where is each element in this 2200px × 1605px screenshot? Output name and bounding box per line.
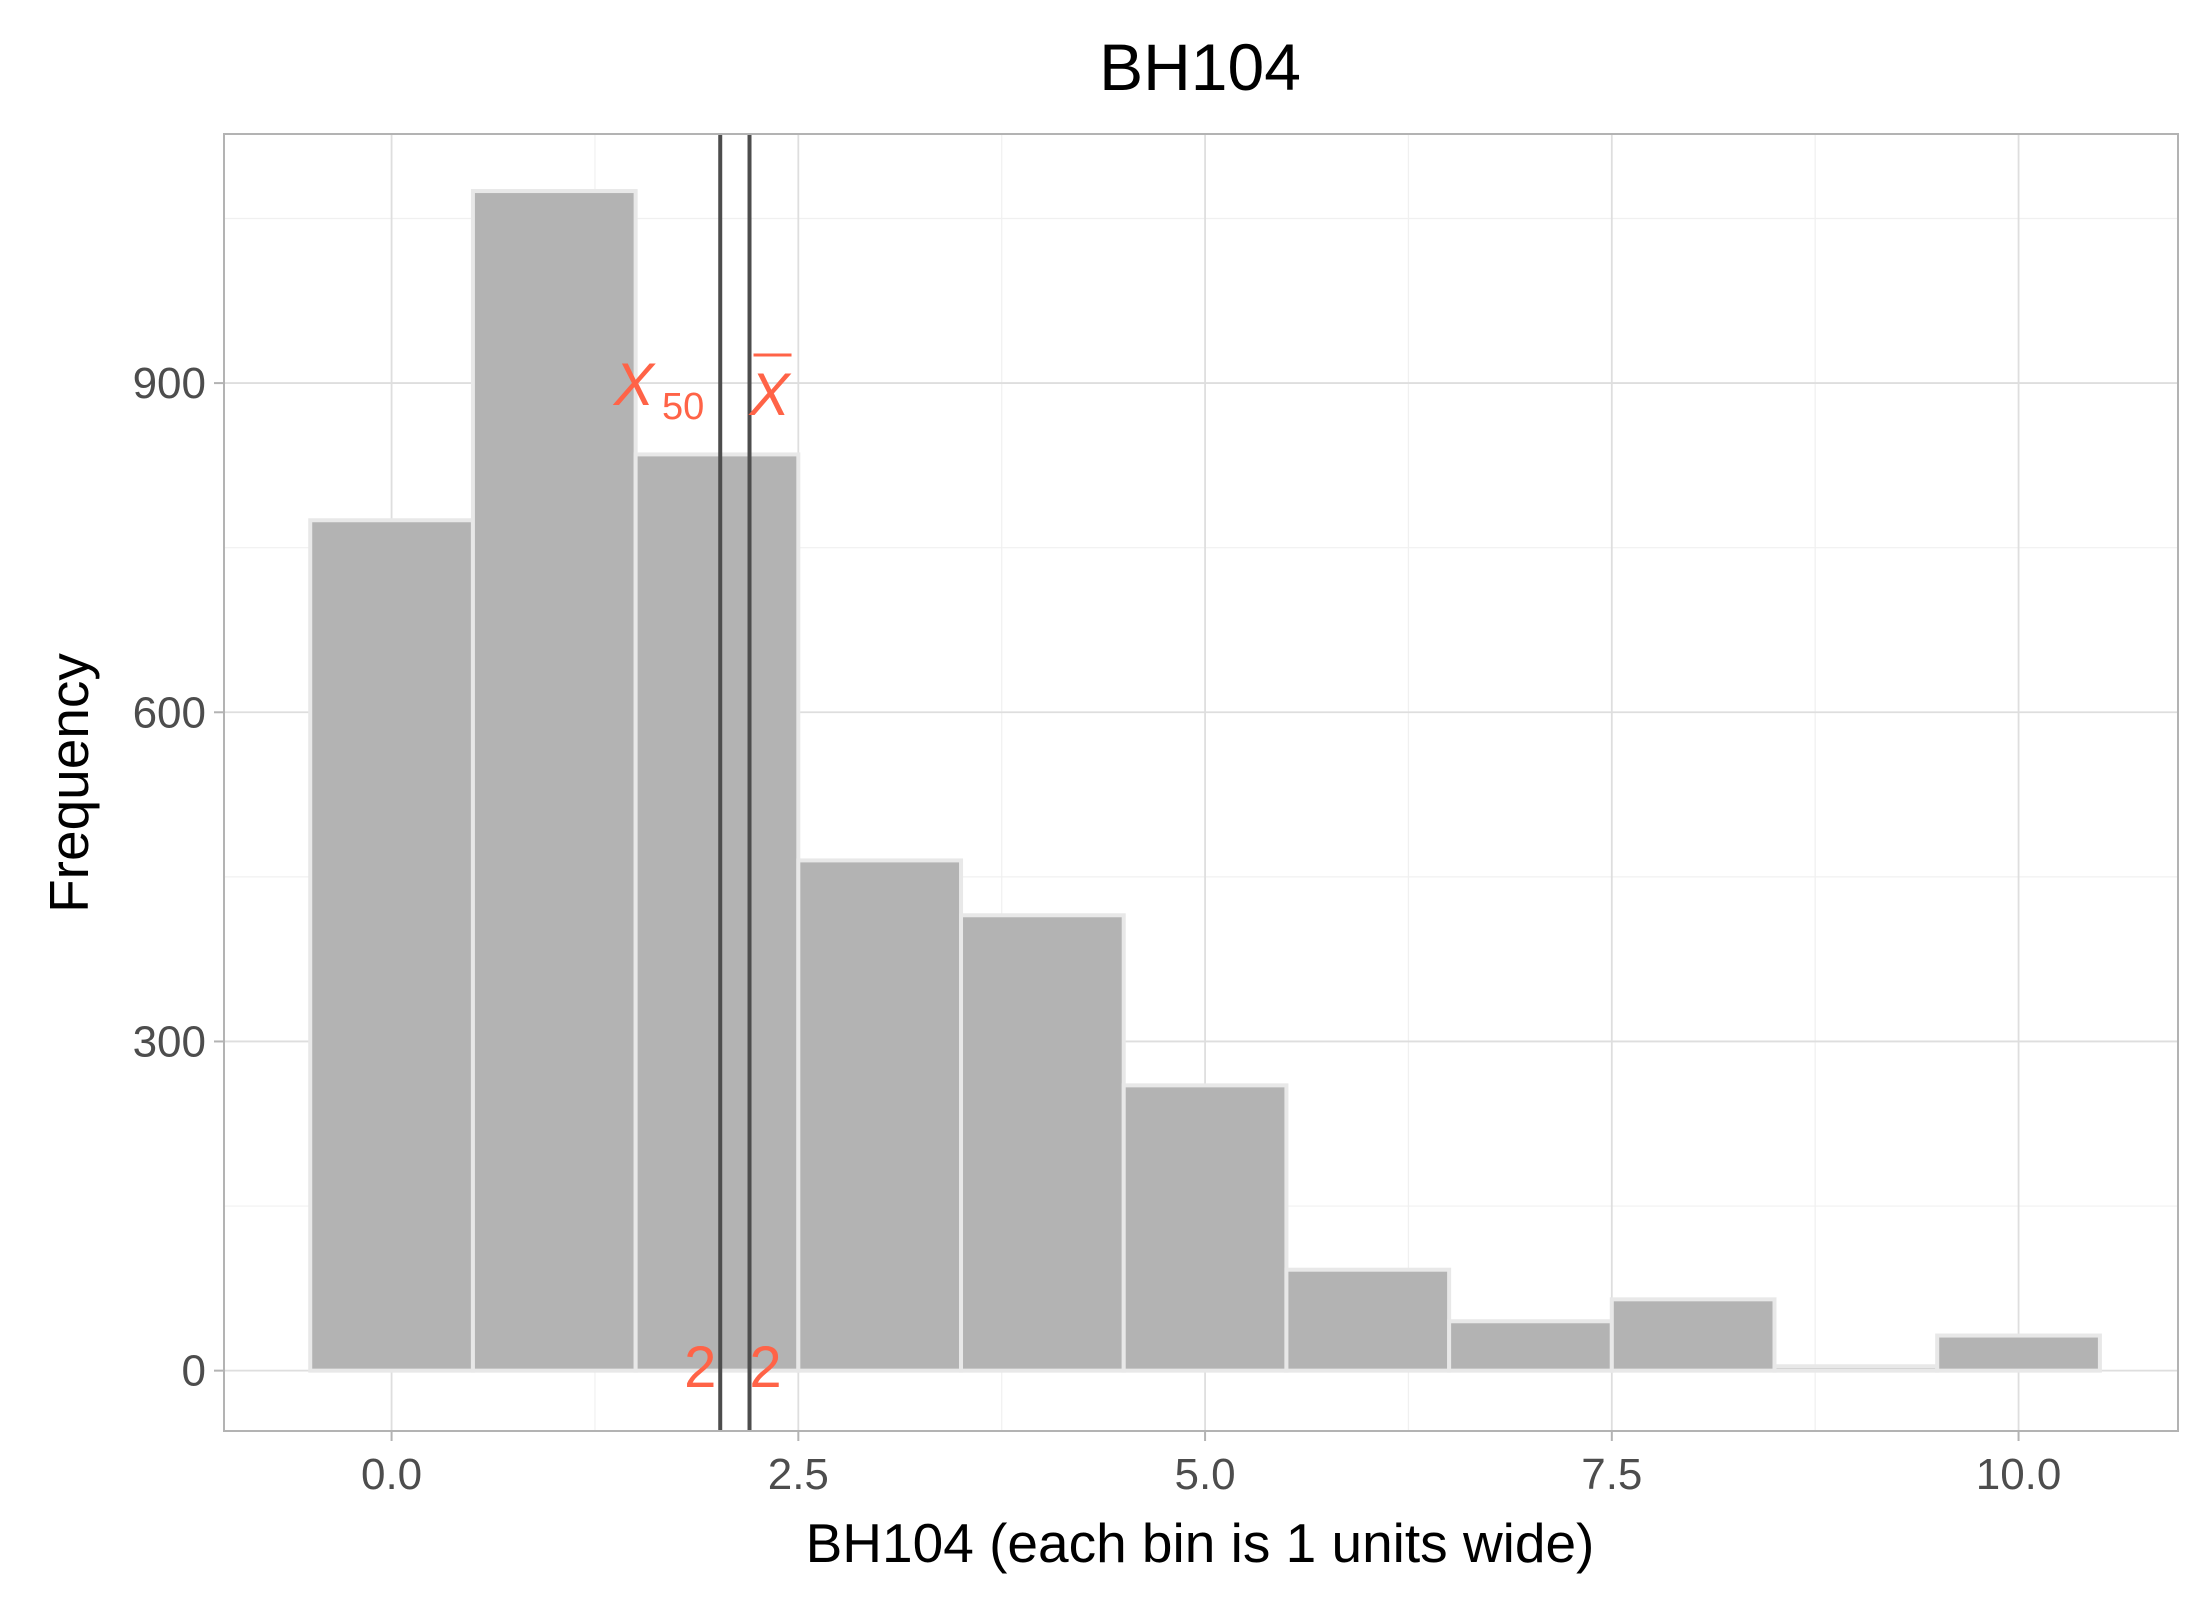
x-axis-label: BH104 (each bin is 1 units wide)	[806, 1512, 1595, 1574]
y-tick-label: 300	[133, 1017, 206, 1066]
x-tick-label: 5.0	[1174, 1450, 1235, 1499]
histogram-bar	[633, 452, 801, 1373]
panel-border	[223, 133, 2179, 1432]
median-symbol: X 50	[612, 351, 704, 428]
histogram-bar	[1121, 1083, 1289, 1373]
x-tick-label: 7.5	[1581, 1450, 1642, 1499]
mean-value-label: 2	[749, 1335, 781, 1400]
chart-title: BH104	[1099, 30, 1301, 104]
x-tick-label: 10.0	[1976, 1450, 2062, 1499]
mean-symbol: X	[747, 361, 791, 428]
y-tick-label: 0	[182, 1347, 206, 1396]
histogram-bar	[959, 913, 1126, 1373]
x-tick-label: 0.0	[361, 1450, 422, 1499]
histogram-bar	[308, 518, 475, 1373]
histogram-bar	[796, 858, 964, 1373]
bars-layer	[308, 189, 2102, 1373]
tick-labels-layer: 0.0 2.5 5.0 7.5 10.0 0 300 600 900	[133, 359, 2062, 1499]
histogram-bar	[1609, 1297, 1777, 1373]
y-tick-label: 900	[133, 359, 206, 408]
histogram-bar	[1447, 1319, 1614, 1373]
histogram-bar	[1284, 1267, 1452, 1373]
histogram-bar	[470, 189, 638, 1373]
x-tick-label: 2.5	[768, 1450, 829, 1499]
histogram-bar	[1935, 1333, 2102, 1373]
histogram-bar	[1772, 1364, 1940, 1373]
y-tick-label: 600	[133, 688, 206, 737]
median-value-label: 2	[684, 1335, 716, 1400]
y-axis-label: Frequency	[38, 653, 100, 913]
